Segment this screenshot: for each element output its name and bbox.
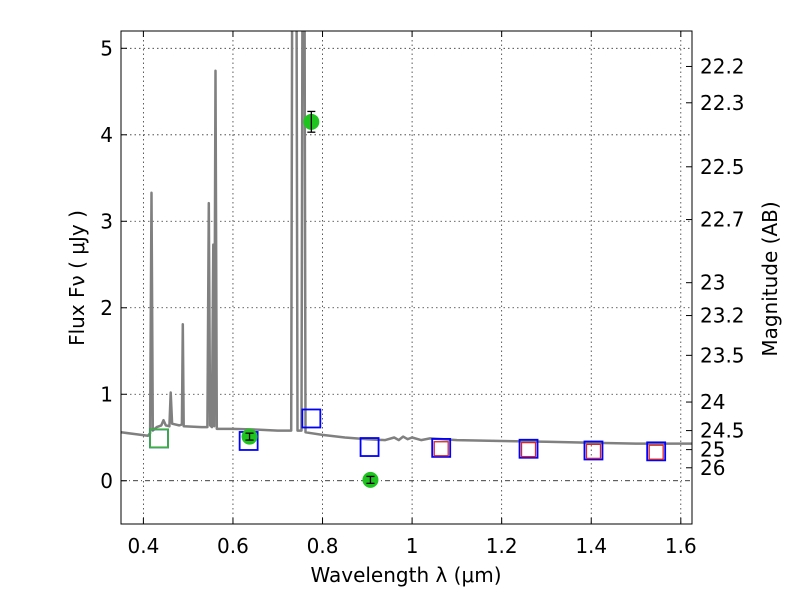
x-tick-label: 1.6	[665, 534, 697, 558]
blue-box	[301, 408, 322, 429]
y2-tick-label: 23	[700, 271, 725, 295]
blue-box	[149, 428, 169, 449]
y2-tick-label: 24	[700, 390, 725, 414]
x-tick-label: 1	[406, 534, 419, 558]
y2-tick-label: 26	[700, 456, 725, 480]
y-tick-label: 3	[100, 209, 113, 233]
y2-tick-label: 23.2	[700, 304, 745, 328]
x-axis-title: Wavelength λ (μm)	[310, 563, 501, 587]
y2-tick-label: 23.5	[700, 343, 745, 367]
y-tick-label: 0	[100, 469, 113, 493]
y-tick-label: 2	[100, 296, 113, 320]
red-box	[520, 441, 537, 458]
y2-tick-label: 22.3	[700, 91, 745, 115]
y-axis-title: Flux Fν ( μJy )	[65, 210, 89, 346]
blue-box	[518, 438, 539, 459]
y2-tick-label: 22.5	[700, 155, 745, 179]
y-tick-label: 5	[100, 36, 113, 60]
blue-box	[359, 437, 380, 457]
blue-box	[583, 440, 604, 461]
x-tick-label: 1.2	[486, 534, 518, 558]
x-tick-label: 1.4	[575, 534, 607, 558]
y2-tick-label: 22.7	[700, 208, 745, 232]
blue-box	[431, 437, 452, 458]
plot-frame	[120, 30, 693, 525]
tick-layer: 0.4 0.6 0.8 1 1.2 1.4 1.601234522.222.322.522.…	[100, 31, 745, 558]
red-box	[585, 443, 602, 459]
y2-tick-label: 24.5	[700, 419, 745, 443]
y-tick-label: 4	[100, 123, 113, 147]
x-tick-label: 0.6	[217, 534, 249, 558]
blue-box	[646, 441, 667, 462]
x-tick-label: 0.8	[307, 534, 339, 558]
y2-tick-label: 25	[700, 438, 725, 462]
y2-tick-label: 22.2	[700, 54, 745, 78]
grid-layer	[121, 31, 692, 524]
red-box	[648, 444, 664, 460]
spectrum-line	[121, 31, 692, 445]
y-tick-label: 1	[100, 382, 113, 406]
series-layer	[121, 31, 692, 488]
green-box	[149, 428, 169, 449]
y2-axis-title: Magnitude (AB)	[758, 201, 782, 356]
x-tick-label: 0.4	[127, 534, 159, 558]
red-box	[433, 441, 449, 457]
